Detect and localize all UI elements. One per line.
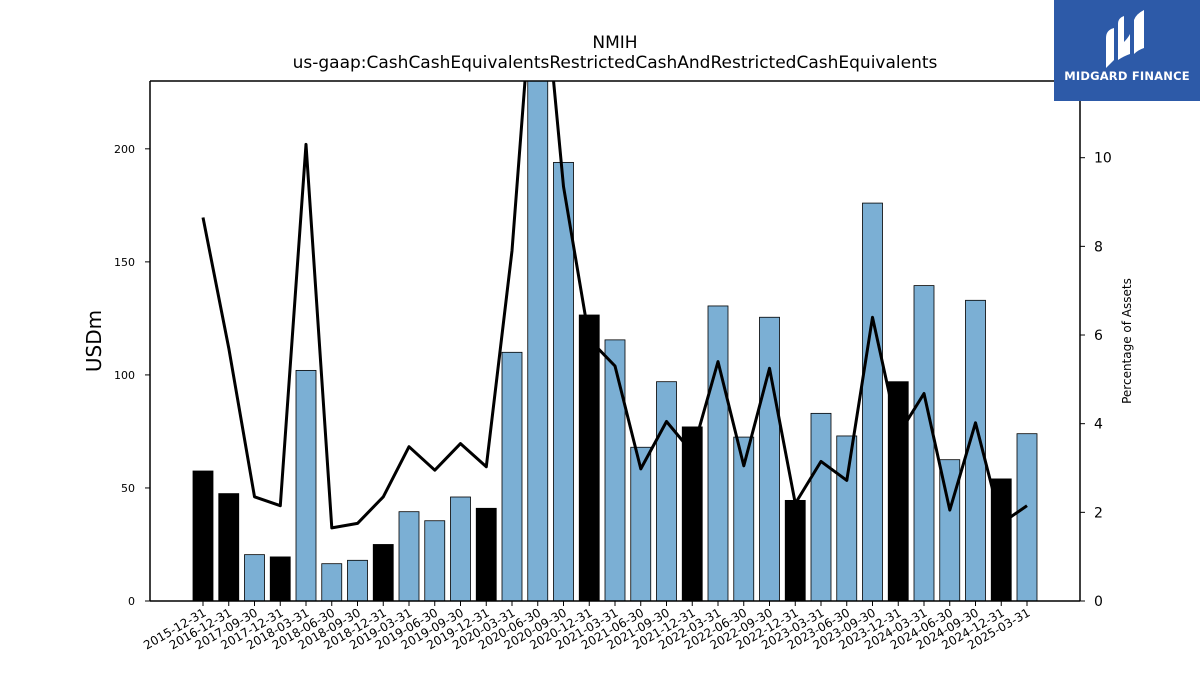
bar-2020-12-31 (578, 314, 600, 601)
chart-title: NMIH (592, 33, 637, 53)
y2-tick-label: 8 (1094, 239, 1103, 255)
y2-tick-label: 10 (1094, 151, 1112, 167)
chart-subtitle: us-gaap:CashCashEquivalentsRestrictedCas… (293, 53, 938, 73)
bar-2019-06-30 (424, 520, 446, 601)
brand-logo: MIDGARD FINANCE (1054, 0, 1200, 101)
bar-2020-03-31 (501, 351, 523, 601)
y2-tick-label: 6 (1094, 328, 1103, 344)
bar-2015-12-31 (192, 470, 214, 601)
line-series (201, 81, 1028, 530)
bar-2023-06-30 (836, 435, 858, 601)
bar-2017-12-31 (269, 556, 291, 601)
bar-2022-12-31 (784, 499, 806, 601)
bar-2018-12-31 (372, 544, 394, 601)
bar-2024-03-31 (913, 285, 935, 601)
bar-2021-06-30 (630, 446, 652, 601)
bar-2022-03-31 (707, 305, 729, 601)
brand-name: MIDGARD FINANCE (1064, 69, 1190, 83)
bar-2024-09-30 (965, 299, 986, 601)
y-tick-label: 50 (121, 482, 135, 495)
y-tick-label: 200 (114, 143, 135, 156)
y-tick-label: 150 (114, 256, 135, 269)
bar-2019-12-31 (475, 507, 497, 601)
y-tick-label: 0 (128, 595, 135, 608)
y-tick-label: 100 (114, 369, 135, 382)
bar-2022-09-30 (759, 316, 780, 601)
y2-tick-label: 4 (1094, 417, 1103, 433)
y2-tick-label: 0 (1094, 594, 1103, 610)
midgard-logo-icon (1106, 10, 1144, 68)
bar-2021-09-30 (656, 381, 677, 601)
bar-2025-03-31 (1016, 433, 1038, 601)
bar-2019-09-30 (450, 496, 471, 601)
bar-2019-03-31 (398, 511, 420, 601)
bar-2020-09-30 (553, 161, 574, 601)
bar-2023-09-30 (862, 202, 883, 601)
bar-2023-03-31 (810, 412, 832, 601)
bar-2021-12-31 (681, 426, 703, 601)
y-axis-label: USDm (82, 310, 106, 372)
bar-2016-12-31 (218, 493, 240, 601)
percentage-of-assets-line (201, 81, 1028, 530)
bar-2020-06-30 (527, 81, 549, 601)
bar-2017-09-30 (244, 554, 265, 601)
bar-series (192, 81, 1038, 601)
y2-tick-label: 2 (1094, 505, 1103, 521)
bar-2023-12-31 (887, 381, 909, 601)
bar-2021-03-31 (604, 339, 626, 601)
y2-axis-label: Percentage of Assets (1120, 278, 1134, 404)
axes: 05010015020002468102015-12-312016-12-312… (114, 80, 1112, 652)
bar-2018-09-30 (347, 559, 368, 601)
bar-2018-06-30 (321, 563, 343, 601)
bar-2018-03-31 (295, 369, 317, 601)
